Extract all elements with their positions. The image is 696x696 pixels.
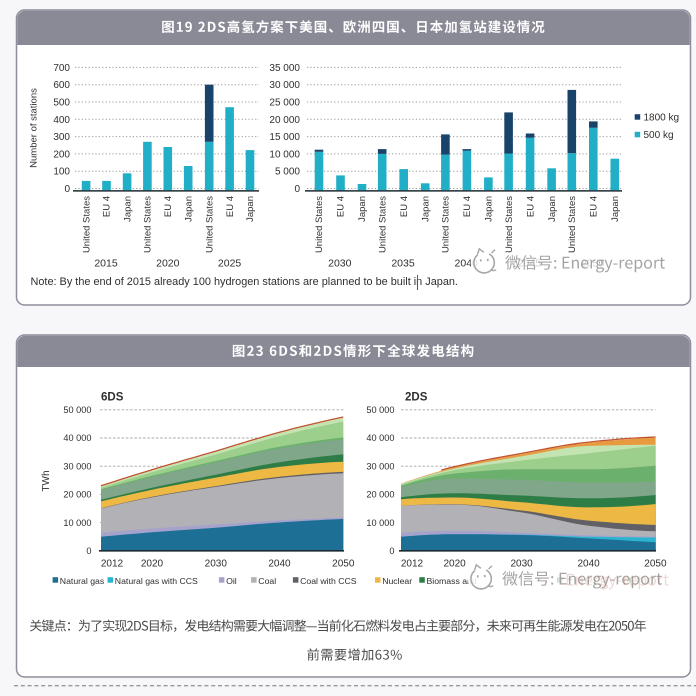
svg-text:Japan: Japan (122, 196, 133, 222)
svg-text:2012: 2012 (401, 559, 424, 570)
svg-text:Japan: Japan (245, 196, 256, 222)
svg-text:2012: 2012 (101, 559, 124, 570)
svg-text:15 000: 15 000 (269, 132, 300, 143)
svg-text:25 000: 25 000 (269, 98, 300, 109)
svg-text:40 000: 40 000 (366, 433, 394, 443)
svg-text:2040: 2040 (268, 559, 291, 570)
svg-text:0: 0 (64, 184, 70, 195)
svg-text:2040: 2040 (577, 559, 600, 570)
svg-text:50 000: 50 000 (366, 405, 394, 415)
svg-text:5 000: 5 000 (275, 167, 300, 178)
svg-text:10 000: 10 000 (269, 149, 300, 160)
svg-text:2DS: 2DS (405, 392, 428, 404)
svg-text:2030: 2030 (328, 258, 352, 270)
svg-text:2030: 2030 (205, 559, 228, 570)
svg-text:50 000: 50 000 (63, 405, 91, 415)
svg-text:Japan: Japan (610, 196, 621, 222)
svg-text:0: 0 (294, 184, 300, 195)
svg-text:Japan: Japan (484, 196, 495, 222)
svg-text:EU 4: EU 4 (102, 196, 113, 217)
svg-text:30 000: 30 000 (63, 461, 91, 471)
svg-text:2035: 2035 (391, 258, 415, 270)
svg-text:Coal: Coal (258, 576, 276, 586)
svg-text:Japan: Japan (547, 196, 558, 222)
svg-text:Number of stations: Number of stations (29, 88, 40, 168)
svg-text:Japan: Japan (357, 196, 368, 222)
svg-text:0: 0 (389, 546, 394, 556)
svg-text:500 kg: 500 kg (644, 130, 674, 141)
svg-text:500: 500 (53, 98, 70, 109)
svg-text:2015: 2015 (94, 258, 118, 270)
svg-text:EU 4: EU 4 (225, 196, 236, 217)
svg-text:Note: By the end of 2015 alrea: Note: By the end of 2015 already 100 hyd… (31, 276, 458, 288)
svg-text:2050: 2050 (332, 559, 355, 570)
svg-text:20 000: 20 000 (366, 490, 394, 500)
svg-text:2025: 2025 (218, 258, 242, 270)
svg-text:0: 0 (86, 546, 91, 556)
svg-text:United States: United States (504, 196, 515, 253)
svg-text:Biomass and: Biomass and (427, 576, 477, 586)
svg-text:Nuclear: Nuclear (382, 576, 412, 586)
svg-text:EU 4: EU 4 (163, 196, 174, 217)
svg-text:Oil: Oil (226, 576, 237, 586)
svg-text:2050: 2050 (644, 559, 667, 570)
svg-text:EU 4: EU 4 (399, 196, 410, 217)
svg-text:2020: 2020 (141, 559, 164, 570)
svg-text:30 000: 30 000 (366, 461, 394, 471)
svg-text:TWh: TWh (41, 470, 52, 491)
svg-text:20 000: 20 000 (269, 115, 300, 126)
svg-text:Natural gas with CCS: Natural gas with CCS (115, 576, 198, 586)
svg-text:Coal with CCS: Coal with CCS (300, 576, 357, 586)
svg-text:30 000: 30 000 (269, 80, 300, 91)
svg-text:Natural gas: Natural gas (60, 576, 105, 586)
svg-text:Japan: Japan (420, 196, 431, 222)
svg-text:40 000: 40 000 (63, 433, 91, 443)
svg-text:400: 400 (53, 115, 70, 126)
svg-text:United States: United States (441, 196, 452, 253)
svg-text:300: 300 (53, 132, 70, 143)
svg-text:100: 100 (53, 167, 70, 178)
svg-text:1800 kg: 1800 kg (644, 113, 680, 124)
svg-text:United States: United States (81, 196, 92, 253)
svg-text:20 000: 20 000 (63, 490, 91, 500)
svg-text:Japan: Japan (183, 196, 194, 222)
svg-text:10 000: 10 000 (366, 518, 394, 528)
svg-text:EU 4: EU 4 (462, 196, 473, 217)
svg-text:600: 600 (53, 80, 70, 91)
svg-text:United States: United States (377, 196, 388, 253)
svg-text:EU 4: EU 4 (336, 196, 347, 217)
svg-text:EU 4: EU 4 (589, 196, 600, 217)
svg-text:10 000: 10 000 (63, 518, 91, 528)
svg-text:700: 700 (53, 63, 70, 74)
svg-text:200: 200 (53, 149, 70, 160)
svg-text:United States: United States (567, 196, 578, 253)
svg-text:6DS: 6DS (101, 392, 124, 404)
svg-text:35 000: 35 000 (269, 63, 300, 74)
svg-text:2020: 2020 (156, 258, 180, 270)
svg-text:2030: 2030 (510, 559, 533, 570)
svg-text:United States: United States (204, 196, 215, 253)
svg-text:2020: 2020 (443, 559, 466, 570)
svg-text:United States: United States (143, 196, 154, 253)
svg-text:EU 4: EU 4 (525, 196, 536, 217)
svg-text:United States: United States (314, 196, 325, 253)
